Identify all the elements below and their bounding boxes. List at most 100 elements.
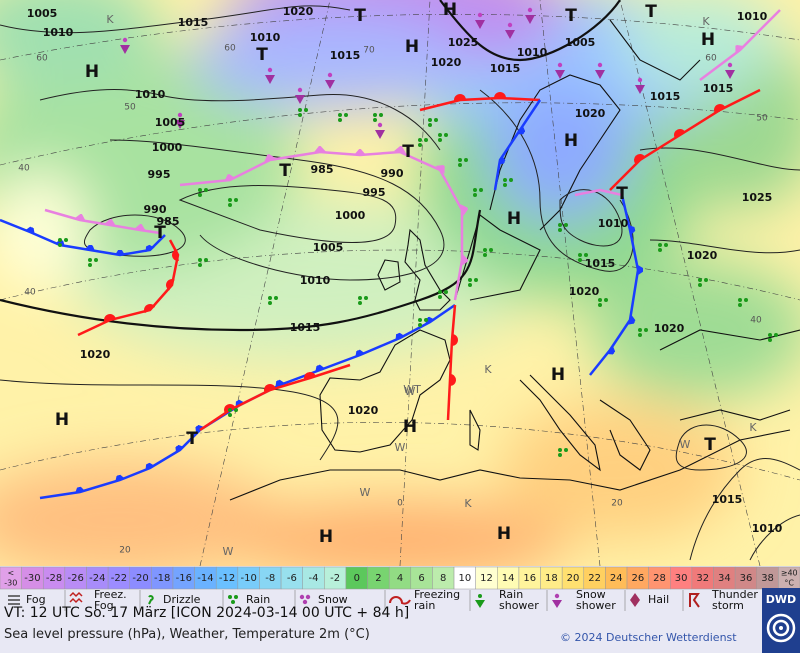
- scale-label: 8: [440, 573, 446, 584]
- rain-symbol: [424, 318, 428, 322]
- rain-symbol: [88, 263, 92, 267]
- snow-symbol: [507, 22, 513, 28]
- graticule-label: 40: [750, 316, 762, 326]
- legend-icon: [554, 593, 560, 599]
- occluded-front: [574, 188, 623, 197]
- rain-symbol: [234, 408, 238, 412]
- legend-label: Thunder: [711, 588, 758, 601]
- scale-label: -24: [89, 573, 105, 584]
- pressure-center: H: [443, 0, 457, 20]
- rain-symbol: [434, 118, 438, 122]
- rain-symbol: [558, 223, 562, 227]
- pressure-center: H: [55, 410, 69, 430]
- warm-front: [446, 304, 458, 421]
- rain-symbol: [698, 283, 702, 287]
- snow-shower-symbol: [265, 75, 275, 84]
- pressure-center: T: [279, 161, 291, 181]
- pressure-center: H: [564, 131, 578, 151]
- rain-symbol: [704, 278, 708, 282]
- legend-label: shower: [499, 599, 539, 612]
- pressure-label: 1015: [703, 82, 734, 95]
- rain-symbol: [438, 133, 442, 137]
- rain-symbol: [558, 228, 562, 232]
- rain-symbol: [358, 301, 362, 305]
- rain-symbol: [483, 253, 487, 257]
- rain-symbol: [338, 113, 342, 117]
- pressure-label: 1020: [348, 404, 379, 417]
- legend-icon: [69, 591, 83, 604]
- rain-symbol: [473, 193, 477, 197]
- pressure-center: T: [645, 2, 657, 22]
- pressure-label: 1015: [650, 90, 681, 103]
- scale-label: -12: [219, 573, 235, 584]
- rain-symbol: [768, 338, 772, 342]
- snow-symbol: [727, 62, 733, 68]
- rain-symbol: [564, 223, 568, 227]
- legend-icon: [552, 600, 562, 608]
- rain-symbol: [234, 198, 238, 202]
- pressure-center: T: [186, 429, 198, 449]
- pressure-label: 1005: [155, 116, 186, 129]
- graticule-label: 70: [363, 46, 375, 56]
- rain-symbol: [418, 323, 422, 327]
- rain-symbol: [304, 108, 308, 112]
- snow-shower-symbol: [475, 20, 485, 29]
- warm-front: [419, 92, 541, 112]
- legend-icon: [389, 596, 411, 605]
- rain-symbol: [94, 258, 98, 262]
- rain-symbol: [268, 296, 272, 300]
- legend-icon: [630, 593, 640, 607]
- rain-symbol: [373, 113, 377, 117]
- legend-label: shower: [576, 599, 616, 612]
- pressure-center: T: [616, 184, 628, 204]
- warm-front: [609, 88, 761, 191]
- graticule-label: 20: [119, 546, 131, 556]
- pressure-label: 1010: [250, 31, 281, 44]
- pressure-center: T: [256, 45, 268, 65]
- legend-label: Fog: [94, 599, 114, 612]
- pressure-label: 1020: [654, 322, 685, 335]
- rain-symbol: [228, 408, 232, 412]
- graticule-label: 50: [756, 114, 768, 124]
- air-mass-label: K: [749, 421, 757, 434]
- legend-label: storm: [712, 599, 744, 612]
- rain-symbol: [509, 178, 513, 182]
- pressure-label: 1010: [300, 274, 331, 287]
- rain-symbol: [198, 258, 202, 262]
- occluded-front: [44, 208, 161, 235]
- rain-symbol: [228, 203, 232, 207]
- legend-icon: [689, 593, 700, 608]
- occluded-front: [699, 9, 781, 81]
- pressure-label: 1015: [712, 493, 743, 506]
- snow-symbol: [527, 7, 533, 13]
- pressure-label: 990: [381, 167, 404, 180]
- scale-label: -2: [330, 573, 340, 584]
- rain-symbol: [438, 138, 442, 142]
- rain-symbol: [638, 328, 642, 332]
- rain-symbol: [379, 113, 383, 117]
- legend-label: Rain: [499, 588, 523, 601]
- scale-label: 36: [740, 573, 753, 584]
- graticule-label: 60: [36, 54, 48, 64]
- rain-symbol: [418, 318, 422, 322]
- scale-label: -30: [24, 573, 40, 584]
- rain-symbol: [458, 158, 462, 162]
- scale-label: ≥40: [781, 569, 798, 578]
- air-mass-label: W: [405, 385, 416, 398]
- snow-shower-symbol: [375, 130, 385, 139]
- cold-front: [589, 194, 638, 376]
- rain-symbol: [503, 183, 507, 187]
- scale-label: -18: [154, 573, 170, 584]
- legend-label: Rain: [246, 593, 270, 606]
- rain-symbol: [738, 298, 742, 302]
- rain-symbol: [564, 448, 568, 452]
- air-mass-label: W: [395, 441, 406, 454]
- air-mass-label: W: [223, 545, 234, 558]
- snow-symbol: [557, 62, 563, 68]
- description: Sea level pressure (hPa), Weather, Tempe…: [4, 627, 370, 642]
- legend-label: Hail: [648, 593, 669, 606]
- graticule-label: 20: [611, 499, 623, 509]
- cold-front: [493, 99, 542, 191]
